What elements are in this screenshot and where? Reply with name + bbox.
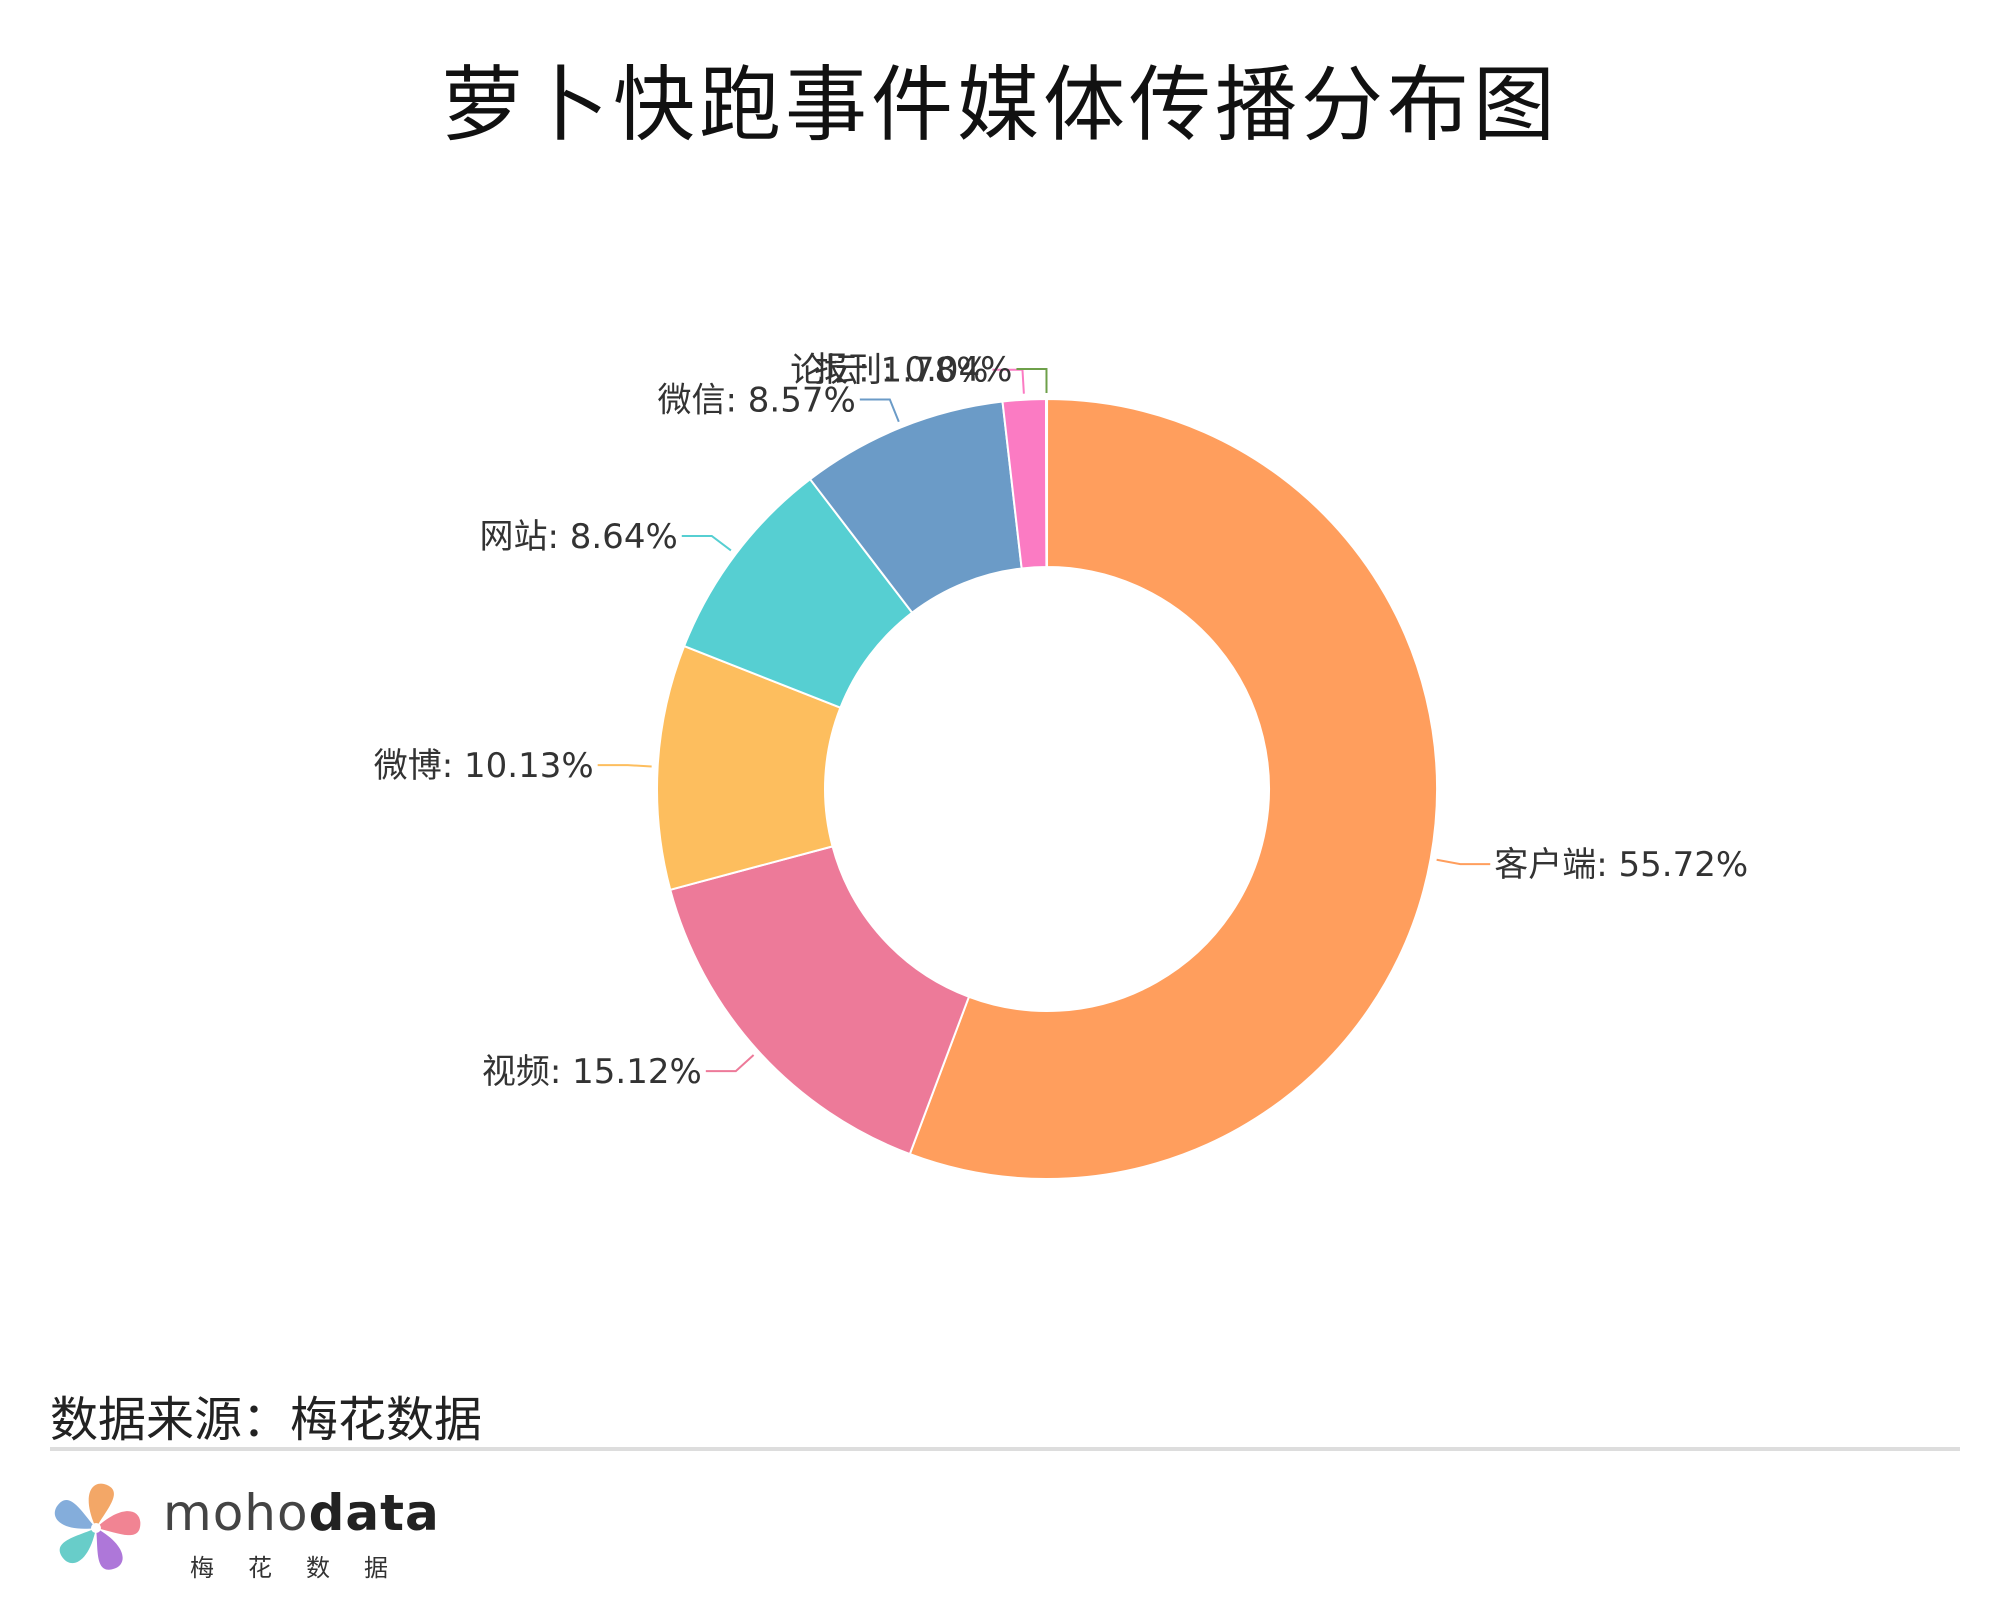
donut-slices bbox=[656, 397, 1438, 1180]
slice-0-label: 客户端: 55.72% bbox=[1494, 845, 1748, 885]
data-source: 数据来源：梅花数据 bbox=[50, 1392, 483, 1448]
slice-0 bbox=[908, 397, 1438, 1180]
slice-1-label: 视频: 15.12% bbox=[482, 1052, 702, 1092]
footer-divider bbox=[50, 1447, 1960, 1451]
brand-name: mohodata bbox=[163, 1484, 440, 1542]
slice-6-label: 报刊: 0.04% bbox=[814, 350, 1012, 390]
brand-name-bold: data bbox=[308, 1484, 440, 1542]
slice-labels: 客户端: 55.72% 视频: 15.12% 微博: 10.13% 网站: 8.64%… bbox=[374, 350, 1748, 1092]
slice-3-label: 网站: 8.64% bbox=[479, 517, 677, 557]
chart-title: 萝卜快跑事件媒体传播分布图 bbox=[440, 58, 1559, 153]
pinwheel-blade bbox=[96, 1528, 123, 1570]
pinwheel-blade bbox=[59, 1528, 96, 1564]
brand-name-cn: 梅花数据 bbox=[190, 1554, 422, 1582]
slice-4-label: 微信: 8.57% bbox=[658, 381, 856, 421]
slice-1 bbox=[669, 845, 971, 1156]
brand-logo[interactable]: mohodata 梅花数据 bbox=[48, 1480, 448, 1590]
slice-5-label: 论坛: 1.78% bbox=[790, 351, 988, 391]
slice-2-label: 微博: 10.13% bbox=[374, 746, 594, 786]
slice-4-leader bbox=[859, 398, 900, 423]
slice-3-leader bbox=[681, 534, 732, 552]
label-leaders bbox=[597, 368, 1491, 1073]
brand-name-light: moho bbox=[163, 1484, 309, 1542]
pinwheel-blade bbox=[88, 1483, 114, 1528]
slice-6 bbox=[1045, 397, 1049, 569]
slice-1-leader bbox=[705, 1054, 755, 1073]
pinwheel-center bbox=[91, 1523, 101, 1533]
pinwheel-blade bbox=[96, 1511, 141, 1536]
slice-6-leader bbox=[1016, 368, 1048, 394]
slice-2-leader bbox=[597, 764, 652, 768]
slice-0-leader bbox=[1436, 858, 1491, 866]
pinwheel-icon bbox=[54, 1483, 141, 1570]
pinwheel-blade bbox=[54, 1500, 96, 1529]
